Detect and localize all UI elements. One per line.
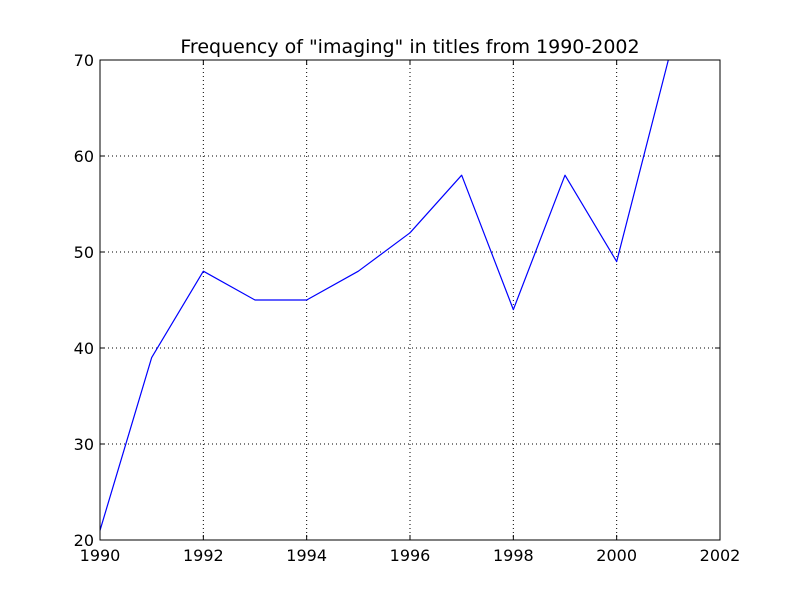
plot-frame [99,59,721,541]
series-layer [100,60,669,531]
y-tick-label: 20 [74,531,94,550]
x-tick-label: 1990 [80,546,121,565]
x-tick-label: 1998 [493,546,534,565]
y-tick-label: 70 [74,51,94,70]
y-tick-label: 60 [74,147,94,166]
x-tick-label: 2000 [596,546,637,565]
x-tick-label: 1996 [390,546,431,565]
y-tick-label: 50 [74,243,94,262]
x-tick-label: 1994 [286,546,327,565]
y-tick-labels: 20 30 40 50 60 70 [74,51,94,550]
grid [100,60,720,540]
x-tick-labels: 1990 1992 1994 1996 1998 2000 2002 [80,546,741,565]
y-tick-label: 40 [74,339,94,358]
chart-title: Frequency of "imaging" in titles from 19… [180,36,639,58]
series-line [100,60,669,531]
y-tick-label: 30 [74,435,94,454]
x-tick-label: 2002 [700,546,741,565]
x-tick-label: 1992 [183,546,224,565]
